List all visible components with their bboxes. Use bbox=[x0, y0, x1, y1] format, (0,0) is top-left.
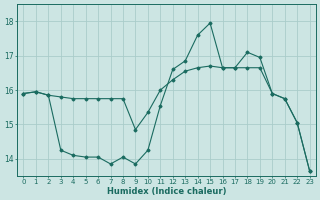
X-axis label: Humidex (Indice chaleur): Humidex (Indice chaleur) bbox=[107, 187, 226, 196]
